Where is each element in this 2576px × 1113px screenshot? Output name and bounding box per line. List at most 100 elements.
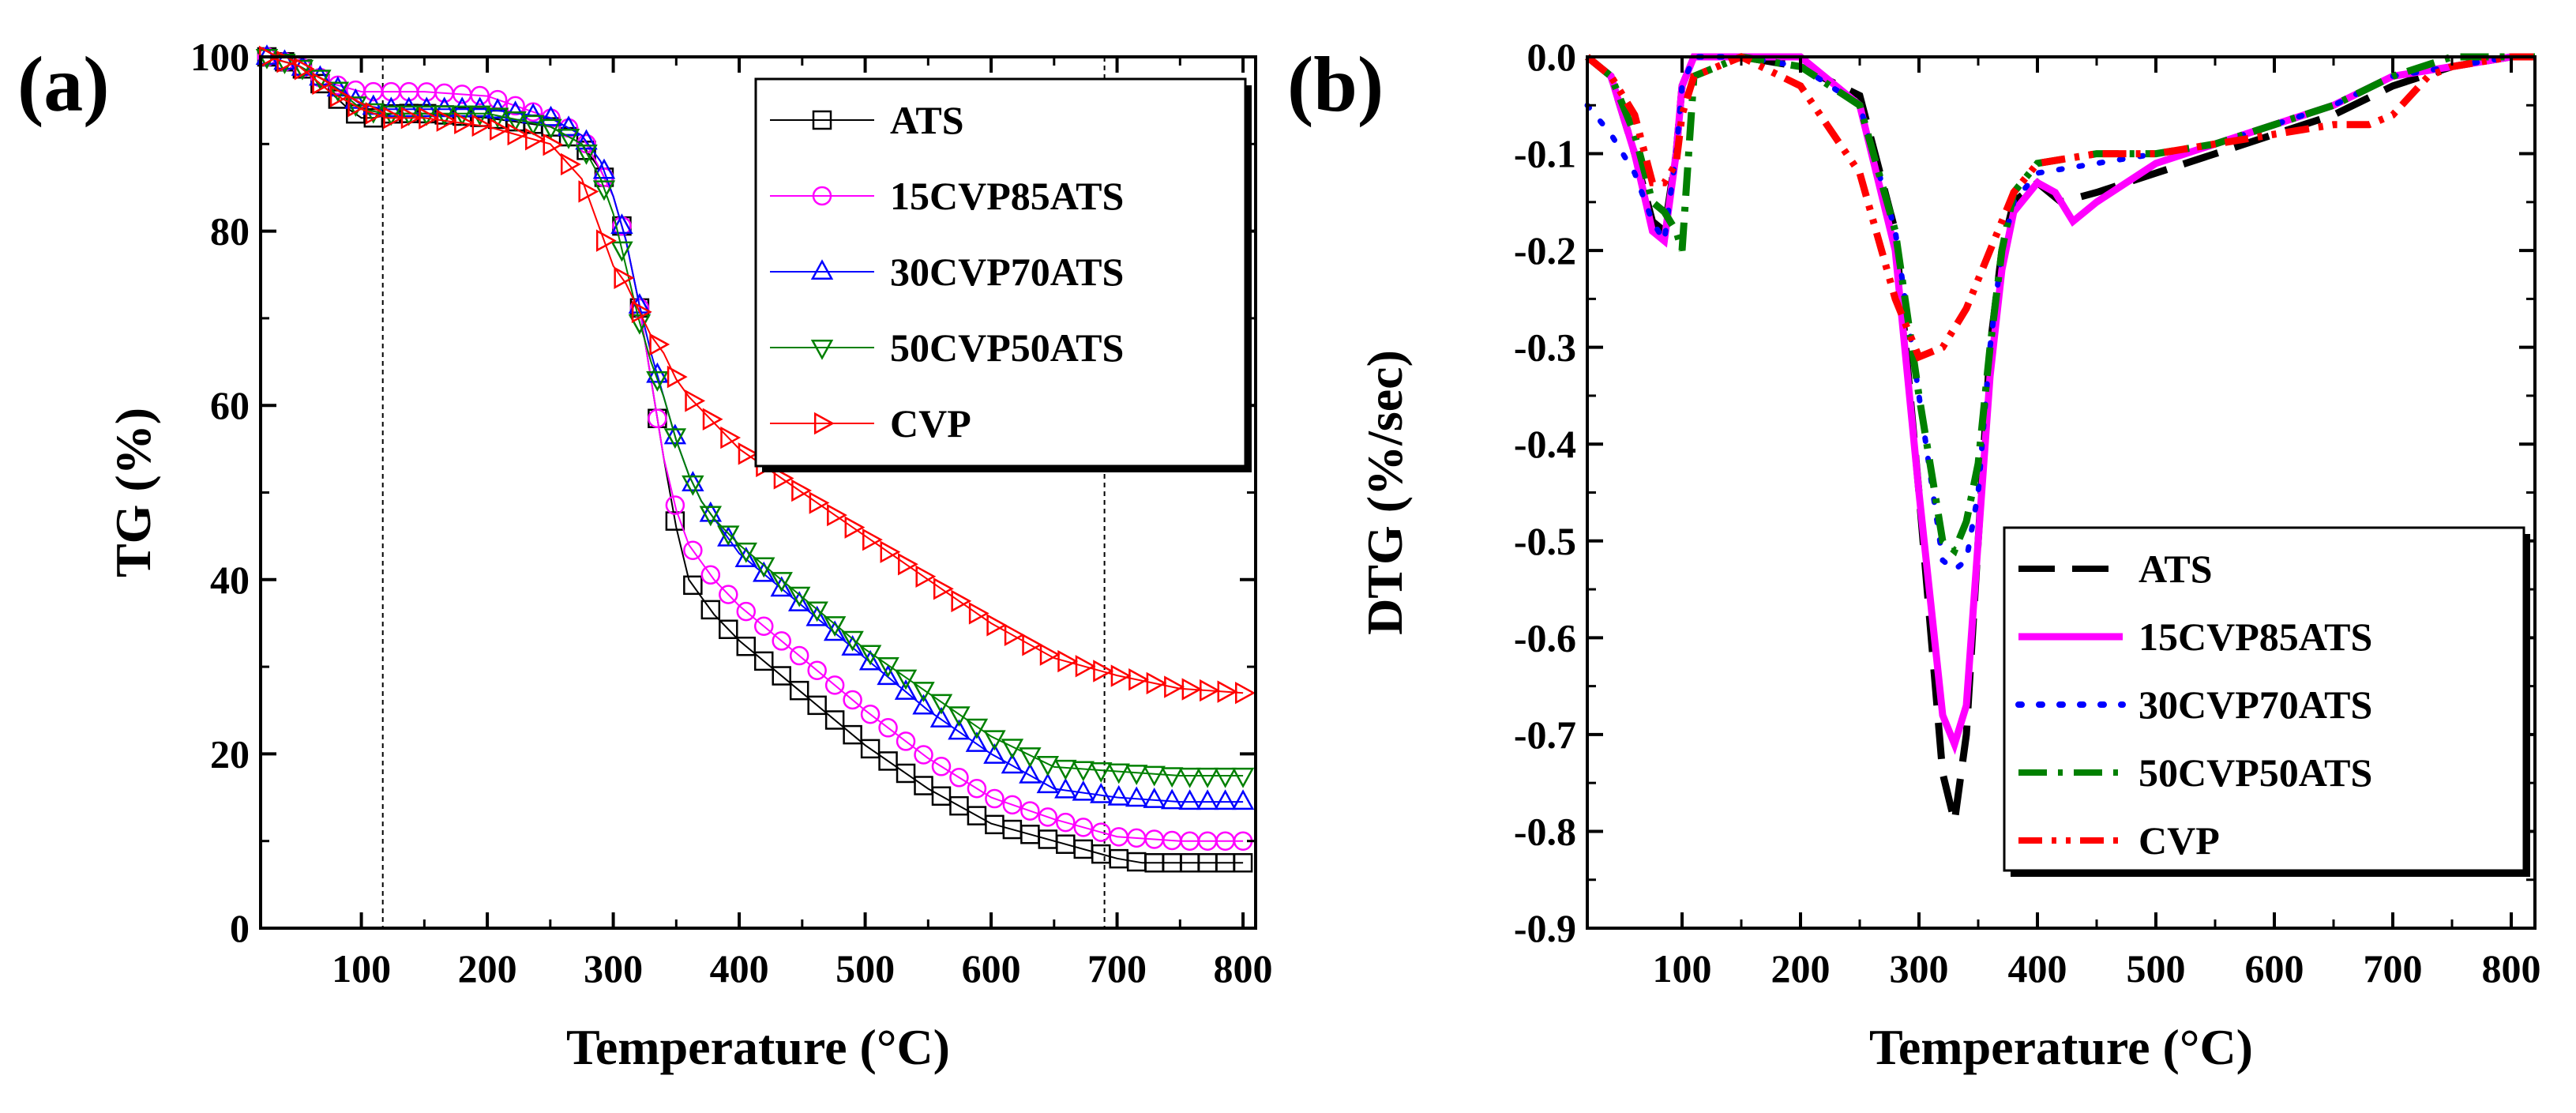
data-point-CVP (471, 114, 493, 137)
legend-label: 15CVP85ATS (2139, 615, 2372, 659)
data-point-30CVP70ATS (823, 620, 847, 641)
data-point-50CVP50ATS (326, 81, 350, 103)
data-point-CVP (595, 229, 617, 252)
data-point-CVP (578, 180, 599, 203)
data-point-CVP (968, 602, 989, 625)
y-axis-title: DTG (%/sec) (1357, 350, 1413, 635)
data-point-15CVP85ATS (700, 565, 721, 585)
data-point-CVP (702, 408, 723, 431)
x-tick-label: 700 (2364, 946, 2423, 991)
panel-label: (a) (17, 40, 110, 128)
data-point-15CVP85ATS (1091, 822, 1111, 842)
data-point-CVP (844, 516, 866, 539)
data-point-30CVP70ATS (557, 115, 580, 137)
data-point-CVP (631, 300, 652, 324)
data-point-CVP (560, 152, 581, 176)
data-point-30CVP70ATS (734, 547, 757, 567)
data-point-15CVP85ATS (1020, 801, 1040, 821)
data-point-CVP (933, 577, 954, 600)
data-point-50CVP50ATS (948, 706, 971, 728)
data-point-ATS (878, 751, 898, 771)
legend-marker-50CVP50ATS (810, 339, 834, 360)
data-point-30CVP70ATS (575, 129, 598, 150)
data-point-ATS (700, 600, 721, 620)
data-point-CVP (667, 365, 688, 389)
y-tick-label: 60 (210, 383, 250, 427)
data-point-30CVP70ATS (841, 635, 864, 656)
data-point-15CVP85ATS (719, 585, 738, 604)
data-point-CVP (614, 266, 635, 289)
y-tick-label: 80 (210, 209, 250, 254)
legend-label: CVP (890, 401, 971, 446)
data-point-ATS (683, 575, 703, 596)
panel-label: (b) (1287, 40, 1384, 128)
data-point-15CVP85ATS (824, 675, 845, 695)
data-point-CVP (1235, 681, 1256, 705)
x-tick-label: 500 (2127, 946, 2186, 991)
data-point-50CVP50ATS (1019, 747, 1042, 768)
legend-label: 50CVP50ATS (890, 325, 1124, 370)
y-tick-label: -0.1 (1514, 132, 1576, 176)
data-point-50CVP50ATS (734, 542, 757, 563)
data-point-15CVP85ATS (1073, 818, 1094, 837)
x-tick-label: 800 (2482, 946, 2541, 991)
data-point-CVP (986, 614, 1008, 637)
data-point-15CVP85ATS (753, 616, 774, 637)
data-point-CVP (809, 491, 830, 514)
data-point-50CVP50ATS (628, 314, 652, 335)
data-point-50CVP50ATS (1160, 767, 1184, 788)
data-point-50CVP50ATS (1178, 767, 1201, 788)
data-point-ATS (824, 710, 845, 730)
data-point-30CVP70ATS (1090, 782, 1113, 803)
data-point-30CVP70ATS (1160, 788, 1184, 810)
series-line-CVP (266, 56, 1244, 694)
x-tick-label: 600 (962, 946, 1021, 991)
legend-label: ATS (890, 98, 964, 142)
data-point-CVP (738, 442, 759, 465)
data-point-CVP (490, 118, 510, 141)
data-point-15CVP85ATS (505, 96, 525, 116)
data-point-15CVP85ATS (896, 731, 916, 751)
data-point-30CVP70ATS (1107, 784, 1130, 806)
data-point-50CVP50ATS (858, 645, 882, 666)
y-tick-label: 40 (210, 558, 250, 602)
data-point-50CVP50ATS (291, 59, 314, 81)
y-tick-label: 20 (210, 731, 250, 776)
series-group (1584, 53, 2538, 823)
y-tick-label: 0 (230, 906, 250, 950)
data-point-15CVP85ATS (1002, 795, 1023, 815)
data-point-30CVP70ATS (1072, 780, 1095, 801)
data-point-CVP (1022, 634, 1043, 656)
data-point-15CVP85ATS (736, 601, 757, 622)
data-point-50CVP50ATS (1196, 767, 1219, 788)
x-tick-label: 700 (1087, 946, 1147, 991)
data-point-50CVP50ATS (646, 371, 669, 392)
x-tick-label: 500 (836, 946, 895, 991)
y-axis-title: TG (%) (105, 408, 161, 577)
data-point-50CVP50ATS (575, 144, 598, 165)
x-tick-label: 800 (1214, 946, 1273, 991)
series-50CVP50ATS (1585, 53, 2535, 557)
data-point-50CVP50ATS (1001, 739, 1024, 760)
data-point-30CVP70ATS (699, 501, 723, 522)
data-point-ATS (789, 680, 809, 701)
x-tick-label: 600 (2245, 946, 2304, 991)
data-point-50CVP50ATS (592, 180, 616, 201)
chart-b: 100 200 300 400 500 600 700 800 0.0 -0.1 -0.2 -0.3 -… (1287, 35, 2541, 1075)
data-point-CVP (347, 94, 369, 118)
data-point-CVP (1217, 680, 1238, 703)
data-point-50CVP50ATS (468, 105, 491, 126)
data-point-50CVP50ATS (1054, 759, 1077, 780)
data-point-ATS (860, 739, 881, 759)
data-point-30CVP70ATS (753, 561, 775, 582)
data-point-CVP (383, 106, 404, 130)
data-point-CVP (312, 72, 333, 96)
data-point-50CVP50ATS (1107, 763, 1130, 784)
data-point-CVP (507, 122, 528, 146)
data-point-CVP (791, 479, 812, 502)
data-point-50CVP50ATS (770, 572, 793, 592)
data-point-50CVP50ATS (929, 694, 953, 715)
data-point-CVP (525, 128, 546, 151)
y-tick-label: -0.5 (1514, 519, 1576, 563)
series-CVP (258, 45, 1256, 705)
